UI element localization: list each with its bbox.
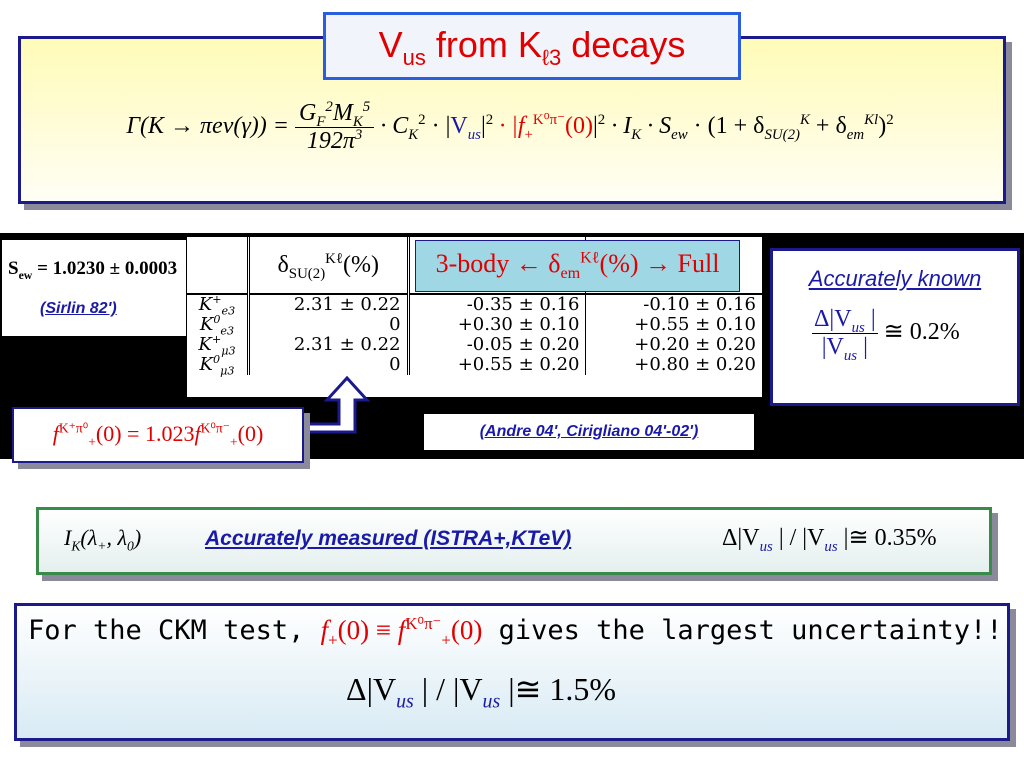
- ckm-statement: For the CKM test, f+(0) ≡ fK⁰π⁻+(0) give…: [28, 614, 1003, 650]
- andre-reference[interactable]: (Andre 04', Cirigliano 04'-02'): [424, 414, 754, 450]
- sew-panel: [2, 240, 186, 336]
- decay-rate-formula: Γ(K → πeν(γ)) = GF2MK5 192π3 · CK2 · |Vu…: [126, 99, 894, 154]
- sirlin-reference[interactable]: (Sirlin 82'): [40, 300, 117, 317]
- su2-header: δSU(2)Kℓ(%): [247, 237, 409, 294]
- table-row: K0e3 0 +0.30 ± 0.10 +0.55 ± 0.10: [187, 314, 762, 337]
- measured-label[interactable]: Accurately measured (ISTRA+,KTeV): [205, 527, 572, 550]
- up-arrow-icon: [300, 375, 371, 434]
- table-row: K+μ3 2.31 ± 0.22 -0.05 ± 0.20 +0.20 ± 0.…: [187, 334, 762, 357]
- ckm-ratio: Δ|Vus | / |Vus |≅ 1.5%: [346, 671, 617, 713]
- accurately-known-label: Accurately known: [808, 266, 982, 291]
- table-row: K0μ3 0 +0.55 ± 0.20 +0.80 ± 0.20: [187, 354, 762, 377]
- accurately-known-panel: [770, 248, 1020, 406]
- ckm-panel: [14, 603, 1010, 741]
- table-row: K+e3 2.31 ± 0.22 -0.35 ± 0.16 -0.10 ± 0.…: [187, 293, 762, 317]
- measured-ratio: Δ|Vus | / |Vus |≅ 0.35%: [722, 525, 937, 555]
- measured-panel: [36, 507, 992, 575]
- em-correction-header: 3-body ← δemKℓ(%) → Full: [415, 240, 740, 292]
- ik-expression: IK(λ+, λ0): [64, 525, 142, 554]
- known-ratio: Δ|Vus | |Vus | ≅ 0.2%: [812, 306, 960, 364]
- slide-title: Vus from Kℓ3 decays: [323, 12, 741, 80]
- sew-value: Sew = 1.0230 ± 0.0003: [8, 258, 178, 282]
- isospin-relation: fK⁺π⁰+(0) = 1.023fK⁰π⁻+(0): [12, 407, 304, 463]
- table-corner: [187, 237, 249, 294]
